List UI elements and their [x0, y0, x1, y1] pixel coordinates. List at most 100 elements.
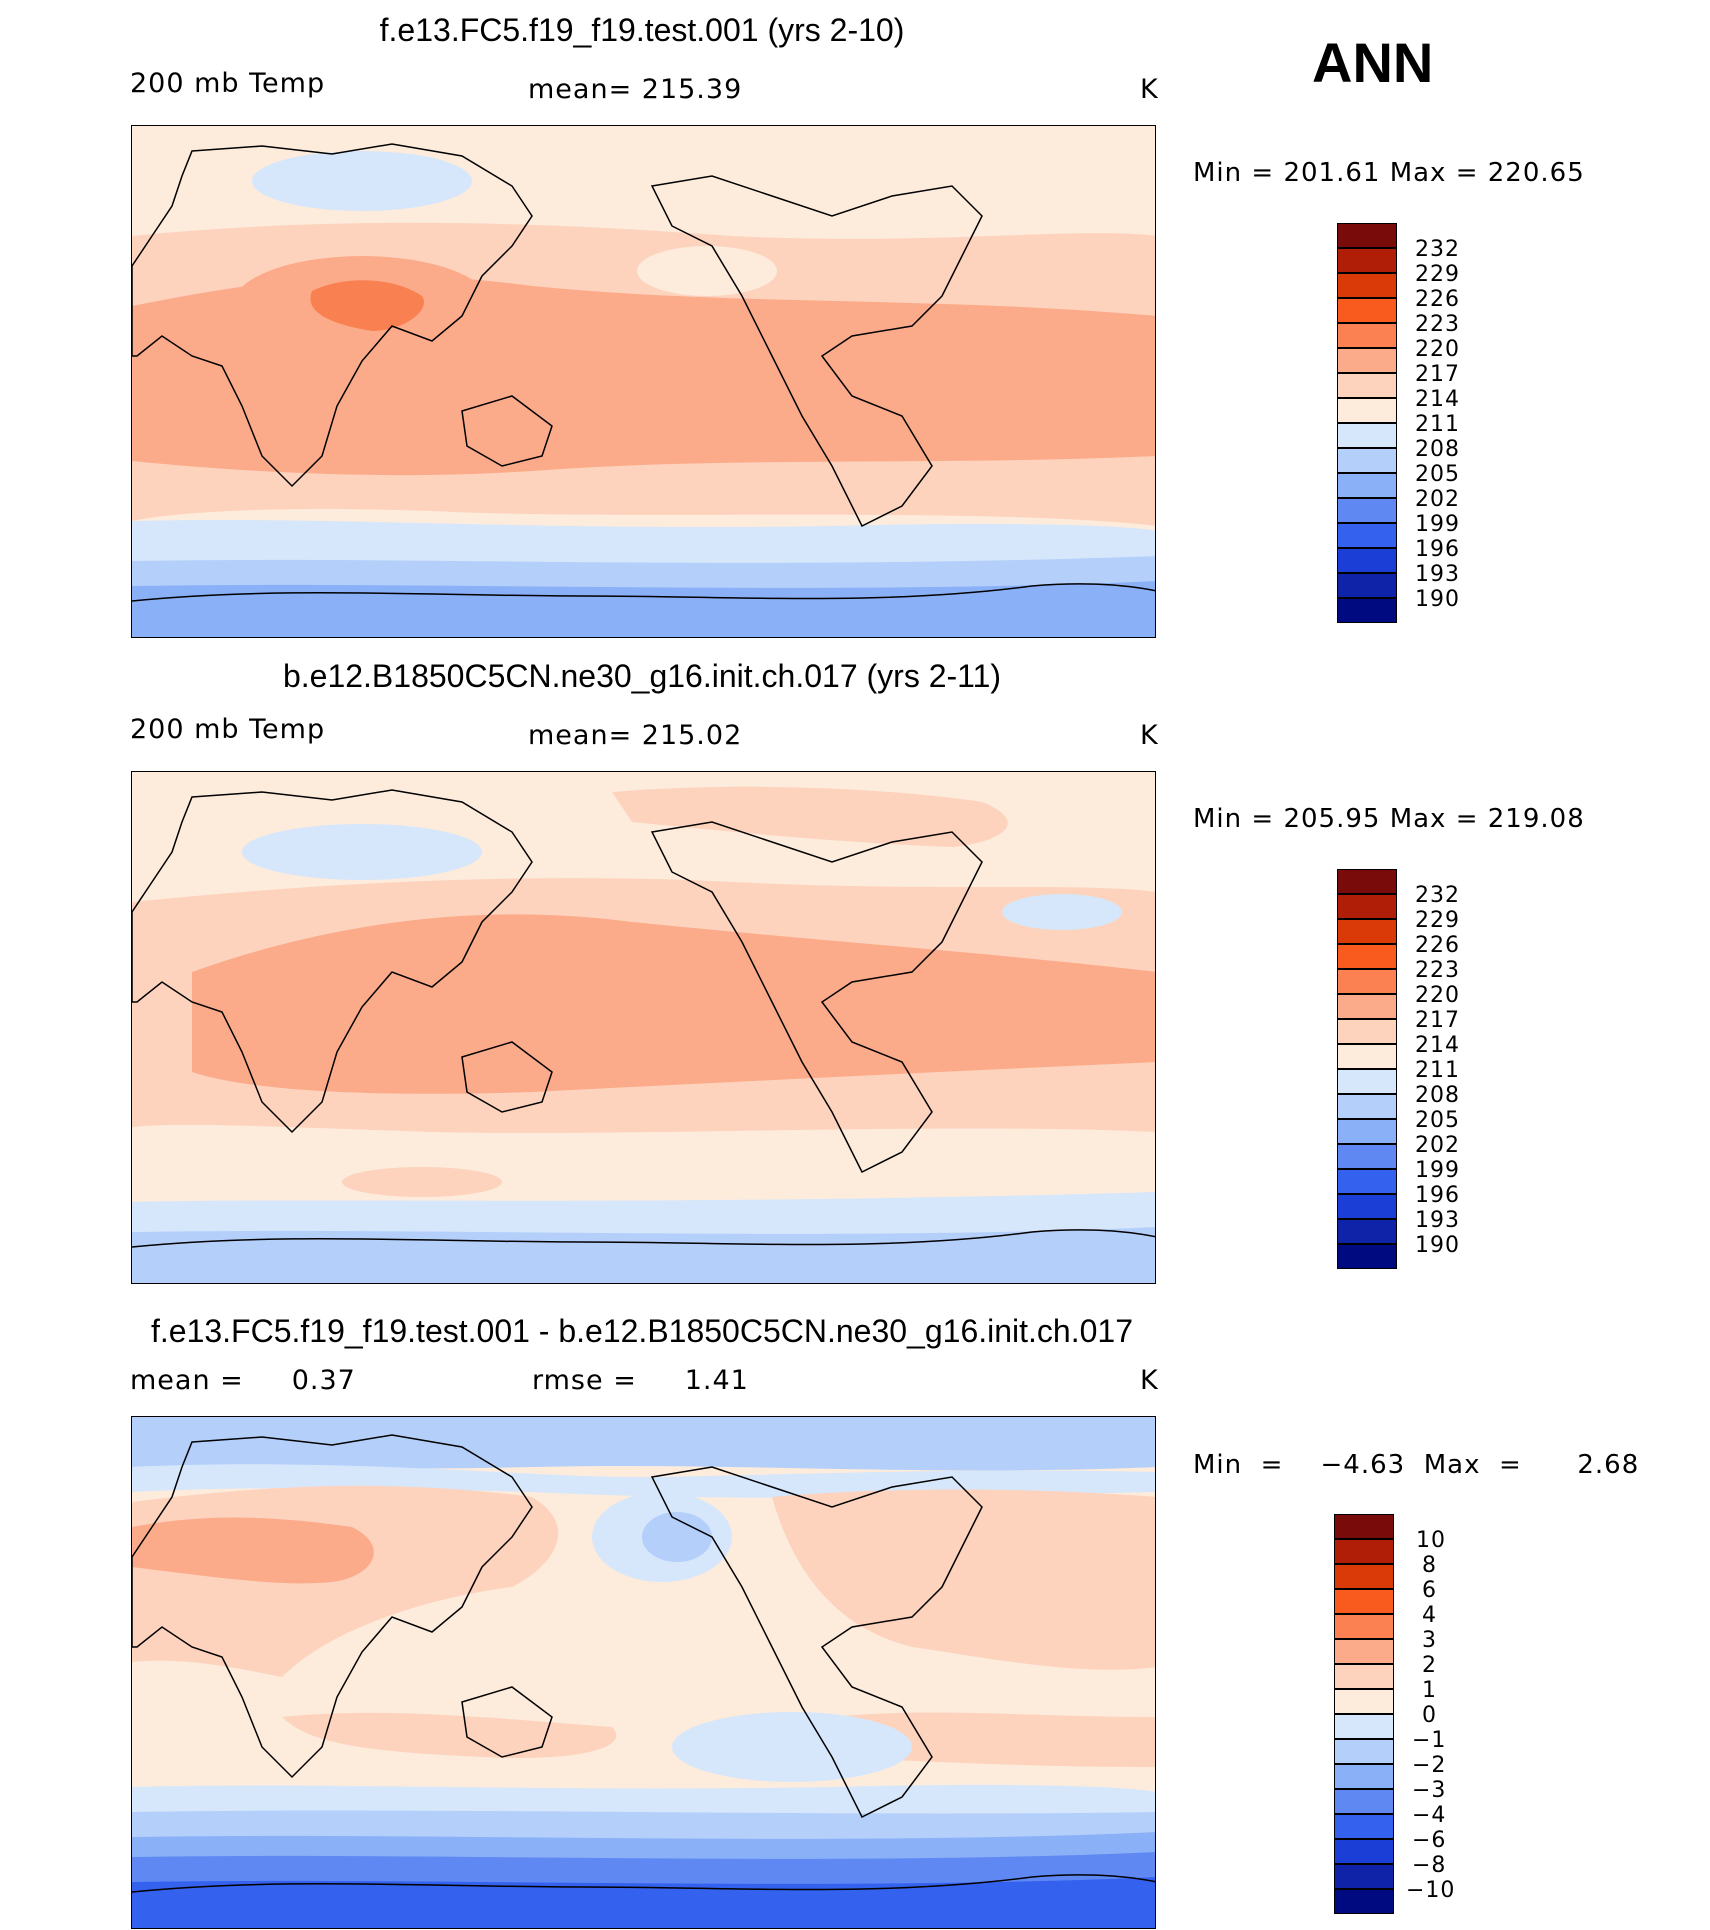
colorbar-label: 214	[1415, 387, 1460, 412]
panel-unit-diff: K	[1140, 1365, 1159, 1396]
colorbar-label: 202	[1415, 1133, 1460, 1158]
colorbar-swatch	[1337, 498, 1397, 523]
colorbar-label: −4	[1412, 1803, 1447, 1828]
colorbar-swatch	[1337, 894, 1397, 919]
colorbar-swatch	[1334, 1864, 1394, 1889]
colorbar-swatch	[1334, 1614, 1394, 1639]
panel-rmse-diff: rmse = 1.41	[532, 1365, 749, 1396]
colorbar-swatch	[1337, 423, 1397, 448]
colorbar-swatch	[1337, 1119, 1397, 1144]
colorbar-label: 226	[1415, 287, 1460, 312]
colorbar-swatch	[1334, 1814, 1394, 1839]
colorbar-swatch	[1334, 1839, 1394, 1864]
colorbar-swatch	[1337, 1219, 1397, 1244]
colorbar-label: 205	[1415, 1108, 1460, 1133]
panel-variable-mid: 200 mb Temp	[130, 714, 326, 745]
colorbar-label: −3	[1412, 1778, 1447, 1803]
colorbar-label: 226	[1415, 933, 1460, 958]
colorbar-label: 214	[1415, 1033, 1460, 1058]
colorbar-label: −8	[1412, 1853, 1447, 1878]
colorbar-swatch	[1337, 248, 1397, 273]
colorbar-swatch	[1337, 1094, 1397, 1119]
map-panel-diff	[131, 1416, 1156, 1929]
colorbar-swatch	[1334, 1889, 1394, 1914]
colorbar-label: 220	[1415, 337, 1460, 362]
colorbar-label: 196	[1415, 537, 1460, 562]
colorbar-label: 1	[1422, 1678, 1437, 1703]
colorbar-label: 199	[1415, 1158, 1460, 1183]
colorbar-label: 211	[1415, 412, 1460, 437]
colorbar-label: −1	[1412, 1728, 1447, 1753]
colorbar-swatch	[1334, 1764, 1394, 1789]
colorbar-top: 232 229 226 223 220 217 214 211 208 205 …	[1337, 223, 1537, 633]
colorbar-label: 8	[1422, 1553, 1437, 1578]
colorbar-label: 229	[1415, 908, 1460, 933]
colorbar-swatch	[1334, 1789, 1394, 1814]
colorbar-swatch	[1337, 919, 1397, 944]
colorbar-swatch	[1337, 969, 1397, 994]
colorbar-swatch	[1337, 1044, 1397, 1069]
colorbar-swatch	[1337, 869, 1397, 894]
panel-variable-top: 200 mb Temp	[130, 68, 326, 99]
panel-unit-top: K	[1140, 74, 1159, 105]
panel-mean-diff: mean = 0.37	[130, 1365, 356, 1396]
colorbar-swatch	[1337, 323, 1397, 348]
colorbar-swatch	[1337, 523, 1397, 548]
colorbar-swatch	[1334, 1664, 1394, 1689]
colorbar-swatch	[1337, 548, 1397, 573]
colorbar-label: 208	[1415, 437, 1460, 462]
colorbar-label: 220	[1415, 983, 1460, 1008]
colorbar-swatch	[1337, 448, 1397, 473]
colorbar-label: 193	[1415, 562, 1460, 587]
colorbar-swatch	[1334, 1689, 1394, 1714]
colorbar-label: 232	[1415, 237, 1460, 262]
colorbar-swatch	[1337, 1069, 1397, 1094]
map-panel-top	[131, 125, 1156, 638]
colorbar-swatch	[1334, 1564, 1394, 1589]
colorbar-label: 208	[1415, 1083, 1460, 1108]
colorbar-label: 217	[1415, 362, 1460, 387]
colorbar-label: −6	[1412, 1828, 1447, 1853]
map-diff-svg	[132, 1417, 1155, 1928]
panel-minmax-mid: Min = 205.95 Max = 219.08	[1193, 804, 1585, 834]
colorbar-swatch	[1334, 1514, 1394, 1539]
colorbar-label: −10	[1406, 1878, 1456, 1903]
map-top-svg	[132, 126, 1155, 637]
colorbar-label: 205	[1415, 462, 1460, 487]
panel-mean-mid: mean= 215.02	[528, 720, 743, 751]
colorbar-swatch	[1337, 994, 1397, 1019]
colorbar-label: 211	[1415, 1058, 1460, 1083]
colorbar-swatch	[1334, 1639, 1394, 1664]
colorbar-label: 2	[1422, 1653, 1437, 1678]
colorbar-label: 232	[1415, 883, 1460, 908]
colorbar-label: −2	[1412, 1753, 1447, 1778]
colorbar-swatch	[1337, 1144, 1397, 1169]
panel-title-diff: f.e13.FC5.f19_f19.test.001 - b.e12.B1850…	[150, 1313, 1133, 1349]
panel-title-top: f.e13.FC5.f19_f19.test.001 (yrs 2-10)	[379, 12, 905, 48]
colorbar-swatch	[1334, 1589, 1394, 1614]
colorbar-swatch	[1337, 473, 1397, 498]
colorbar-swatch	[1334, 1739, 1394, 1764]
panel-minmax-diff: Min = −4.63 Max = 2.68	[1193, 1450, 1640, 1480]
colorbar-swatch	[1337, 273, 1397, 298]
colorbar-swatch	[1337, 1194, 1397, 1219]
colorbar-label: 196	[1415, 1183, 1460, 1208]
colorbar-swatch	[1337, 573, 1397, 598]
panel-title-mid: b.e12.B1850C5CN.ne30_g16.init.ch.017 (yr…	[282, 658, 1002, 694]
colorbar-swatch	[1337, 1169, 1397, 1194]
panel-mean-top: mean= 215.39	[528, 74, 743, 105]
colorbar-swatch	[1337, 373, 1397, 398]
colorbar-swatch	[1337, 398, 1397, 423]
colorbar-label: 0	[1422, 1703, 1437, 1728]
colorbar-label: 10	[1416, 1528, 1446, 1553]
map-mid-svg	[132, 772, 1155, 1283]
colorbar-swatch	[1337, 1019, 1397, 1044]
colorbar-swatch	[1337, 298, 1397, 323]
season-label: ANN	[1312, 31, 1434, 94]
colorbar-swatch	[1337, 223, 1397, 248]
colorbar-label: 190	[1415, 1233, 1460, 1258]
colorbar-diff: 10 8 6 4 3 2 1 0 −1 −2 −3 −4 −6 −8 −10	[1334, 1514, 1534, 1924]
colorbar-swatch	[1334, 1539, 1394, 1564]
map-panel-mid	[131, 771, 1156, 1284]
colorbar-label: 193	[1415, 1208, 1460, 1233]
